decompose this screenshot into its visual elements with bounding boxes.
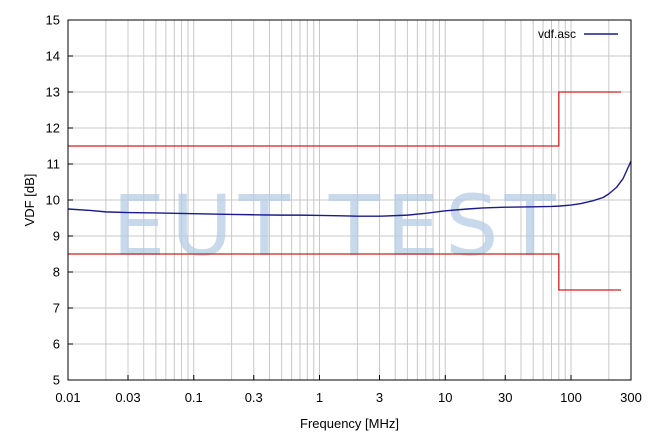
legend: vdf.asc xyxy=(538,27,618,41)
y-tick-label: 10 xyxy=(46,193,60,208)
y-tick-label: 9 xyxy=(53,229,60,244)
limit-line xyxy=(68,91,622,147)
x-tick-labels: 0.01 0.03 0.1 0.3 1 3 10 30 100 300 xyxy=(55,375,642,405)
x-axis-label: Frequency [MHz] xyxy=(300,416,399,431)
x-tick-label: 3 xyxy=(376,390,383,405)
y-tick-label: 14 xyxy=(46,49,60,64)
x-tick-label: 10 xyxy=(438,390,452,405)
x-tick-label: 0.1 xyxy=(185,390,203,405)
x-tick-label: 0.01 xyxy=(55,390,80,405)
x-tick-label: 0.3 xyxy=(245,390,263,405)
y-tick-label: 7 xyxy=(53,301,60,316)
y-tick-label: 13 xyxy=(46,85,60,100)
series-line xyxy=(67,160,632,217)
y-tick-label: 12 xyxy=(46,121,60,136)
limit-lines xyxy=(68,91,622,291)
series-lines xyxy=(67,160,632,217)
x-tick-label: 300 xyxy=(620,390,642,405)
y-tick-label: 15 xyxy=(46,13,60,28)
y-tick-labels: 5 6 7 8 9 10 11 12 13 14 15 xyxy=(46,13,73,388)
legend-label: vdf.asc xyxy=(538,27,576,41)
y-tick-label: 11 xyxy=(47,157,61,172)
y-tick-label: 6 xyxy=(53,337,60,352)
watermark: EUT TEST xyxy=(112,177,562,275)
y-tick-label: 8 xyxy=(53,265,60,280)
y-axis-label: VDF [dB] xyxy=(22,174,37,227)
limit-line xyxy=(68,253,622,291)
x-tick-label: 30 xyxy=(498,390,512,405)
watermark-text: EUT TEST xyxy=(112,177,562,275)
x-tick-label: 1 xyxy=(316,390,323,405)
y-tick-label: 5 xyxy=(53,373,60,388)
x-tick-label: 0.03 xyxy=(115,390,140,405)
x-tick-label: 100 xyxy=(560,390,582,405)
